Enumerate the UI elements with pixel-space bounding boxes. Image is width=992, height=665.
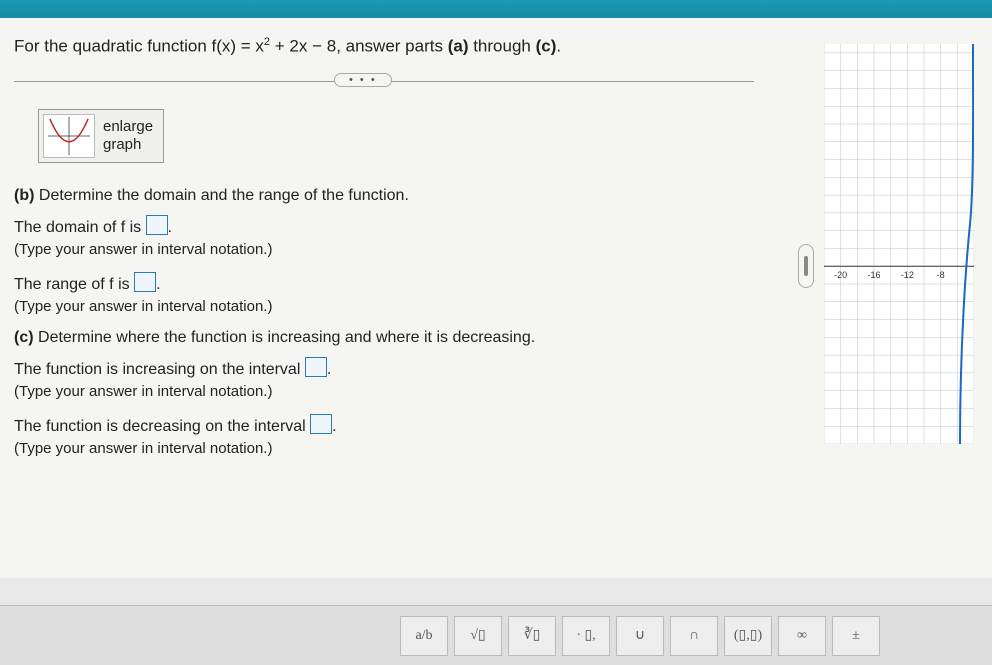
increasing-line: The function is increasing on the interv… — [14, 357, 784, 379]
dec-pre: The function is decreasing on the interv… — [14, 418, 310, 435]
interval-button[interactable]: (▯,▯) — [724, 616, 772, 656]
cuberoot-button[interactable]: ∛▯ — [508, 616, 556, 656]
part-c-label: (c) — [14, 329, 34, 346]
stem-text-pre: For the quadratic function f(x) = x — [14, 37, 264, 56]
range-post: . — [156, 276, 160, 293]
question-column: For the quadratic function f(x) = x2 + 2… — [14, 36, 784, 471]
stem-end: . — [556, 37, 561, 56]
svg-text:-16: -16 — [867, 270, 880, 280]
enlarge-graph-button[interactable]: enlarge graph — [38, 109, 164, 163]
domain-line: The domain of f is . — [14, 215, 784, 237]
stem-text-post: + 2x − 8, answer parts — [270, 37, 448, 56]
range-pre: The range of f is — [14, 276, 134, 293]
svg-text:-8: -8 — [937, 270, 945, 280]
divider-row: • • • — [14, 71, 784, 91]
stem-a: (a) — [448, 37, 469, 56]
domain-post: . — [168, 219, 172, 236]
enlarge-line1: enlarge — [103, 118, 153, 136]
decreasing-hint: (Type your answer in interval notation.) — [14, 440, 784, 457]
app-top-bar — [0, 0, 992, 18]
part-c-rest: Determine where the function is increasi… — [34, 329, 536, 346]
part-b-label: (b) — [14, 187, 34, 204]
infinity-button[interactable]: ∞ — [778, 616, 826, 656]
dec-post: . — [332, 418, 336, 435]
union-button[interactable]: ∪ — [616, 616, 664, 656]
math-toolbar: a/b√▯∛▯· ▯,∪∩(▯,▯)∞± — [0, 605, 992, 665]
decreasing-line: The function is decreasing on the interv… — [14, 414, 784, 436]
graph-pane: -20 -16 -12 -8 — [824, 44, 974, 444]
graph-canvas[interactable]: -20 -16 -12 -8 — [824, 44, 974, 444]
svg-text:-20: -20 — [834, 270, 847, 280]
expand-pill[interactable]: • • • — [334, 73, 392, 87]
svg-text:-12: -12 — [901, 270, 914, 280]
enlarge-line2: graph — [103, 136, 153, 154]
stem-c: (c) — [536, 37, 557, 56]
domain-hint: (Type your answer in interval notation.) — [14, 241, 784, 258]
plusminus-button[interactable]: ± — [832, 616, 880, 656]
pane-resize-handle[interactable] — [798, 244, 814, 288]
question-stem: For the quadratic function f(x) = x2 + 2… — [14, 36, 784, 57]
enlarge-label: enlarge graph — [103, 118, 153, 154]
range-line: The range of f is . — [14, 272, 784, 294]
sqrt-button[interactable]: √▯ — [454, 616, 502, 656]
stem-mid: through — [468, 37, 535, 56]
inc-post: . — [327, 361, 331, 378]
increasing-hint: (Type your answer in interval notation.) — [14, 383, 784, 400]
domain-input[interactable] — [146, 215, 168, 235]
range-input[interactable] — [134, 272, 156, 292]
part-b-heading: (b) Determine the domain and the range o… — [14, 187, 784, 205]
mixed-button[interactable]: · ▯, — [562, 616, 610, 656]
content-area: For the quadratic function f(x) = x2 + 2… — [0, 18, 992, 578]
inc-pre: The function is increasing on the interv… — [14, 361, 305, 378]
increasing-input[interactable] — [305, 357, 327, 377]
decreasing-input[interactable] — [310, 414, 332, 434]
part-c-heading: (c) Determine where the function is incr… — [14, 329, 784, 347]
part-b-rest: Determine the domain and the range of th… — [34, 187, 408, 204]
fraction-button[interactable]: a/b — [400, 616, 448, 656]
intersect-button[interactable]: ∩ — [670, 616, 718, 656]
domain-pre: The domain of f is — [14, 219, 146, 236]
graph-svg: -20 -16 -12 -8 — [824, 44, 974, 444]
range-hint: (Type your answer in interval notation.) — [14, 298, 784, 315]
graph-thumbnail — [43, 114, 95, 158]
